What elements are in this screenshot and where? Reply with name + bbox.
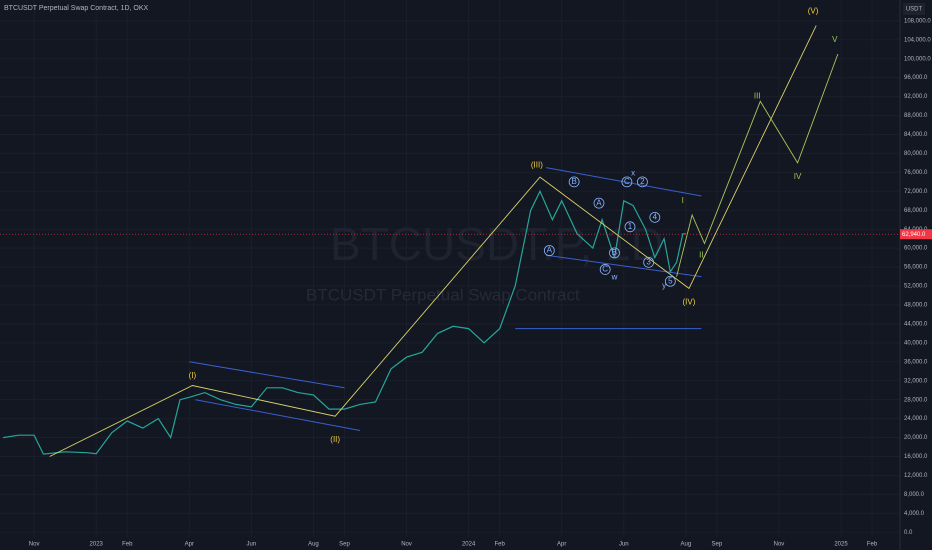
y-tick-label: 44,000.0 [904, 321, 928, 327]
y-tick-label: 24,000.0 [904, 416, 928, 422]
x-tick-label: Nov [774, 542, 785, 548]
x-tick-label: Feb [867, 542, 878, 548]
y-tick-label: 92,000.0 [904, 94, 928, 100]
y-tick-label: 68,000.0 [904, 208, 928, 214]
wave-label: 2 [640, 177, 645, 186]
wave-label: C [602, 265, 608, 274]
channel-line [546, 254, 702, 278]
y-tick-label: 60,000.0 [904, 246, 928, 252]
wave-circle [643, 256, 655, 268]
wave-label: (V) [808, 6, 819, 15]
x-tick-label: Nov [401, 542, 412, 548]
grid [0, 0, 900, 537]
y-tick-label: 8,000.0 [904, 492, 925, 498]
y-tick-label: 72,000.0 [904, 189, 928, 195]
y-tick-label: 16,000.0 [904, 454, 928, 460]
channel-line [546, 167, 702, 197]
y-tick-label: 76,000.0 [904, 170, 928, 176]
watermark: BTCUSDT.P, 1D [330, 218, 664, 270]
wave-circle [624, 221, 636, 233]
x-tick-label: 2024 [462, 542, 476, 548]
x-tick-label: Jun [247, 542, 257, 548]
wave-circle [568, 176, 580, 188]
y-tick-label: 48,000.0 [904, 303, 928, 309]
chart-title: BTCUSDT Perpetual Swap Contract, 1D, OKX [4, 5, 149, 12]
y-tick-label: 28,000.0 [904, 397, 928, 403]
x-tick-label: Apr [557, 542, 566, 548]
wave-label: B [612, 248, 617, 257]
y-tick-label: 108,000.0 [904, 18, 931, 24]
wave-label: V [832, 35, 838, 44]
wave-circle [637, 176, 648, 188]
y-tick-label: 32,000.0 [904, 378, 928, 384]
wave-line [676, 53, 839, 277]
last-price-label: 62,940.0 [902, 232, 926, 238]
y-tick-label: 12,000.0 [904, 473, 928, 479]
x-tick-label: 2023 [90, 542, 104, 548]
y-tick-label: 0.0 [904, 530, 913, 536]
x-tick-label: Feb [494, 542, 505, 548]
wave-circle [664, 275, 676, 287]
wave-label: II [699, 250, 703, 259]
currency-box[interactable] [903, 3, 925, 15]
wave-label: (III) [531, 160, 543, 169]
wave-circle [609, 247, 620, 259]
y-tick-label: 40,000.0 [904, 340, 928, 346]
wave-label: C [624, 177, 630, 186]
wave-label: 4 [653, 212, 658, 221]
wave-label: 5 [668, 276, 673, 285]
wave-label: y [662, 281, 666, 290]
wave-circle [621, 176, 633, 188]
wave-label: A [596, 198, 602, 207]
wave-label: IV [794, 172, 802, 181]
wave-label: B [571, 177, 576, 186]
wave-label: x [631, 168, 635, 177]
y-tick-label: 52,000.0 [904, 284, 928, 290]
wave-label: 3 [646, 257, 651, 266]
channel-line [189, 361, 345, 389]
y-tick-label: 56,000.0 [904, 265, 928, 271]
x-tick-label: Jun [619, 542, 629, 548]
x-tick-label: Sep [712, 542, 723, 548]
y-tick-label: 4,000.0 [904, 511, 925, 517]
wave-label: III [754, 92, 761, 101]
wave-label: (II) [330, 435, 340, 444]
x-tick-label: Sep [339, 542, 350, 548]
y-tick-label: 104,000.0 [904, 37, 931, 43]
wave-circle [543, 245, 555, 256]
wave-label: 1 [628, 222, 633, 231]
x-tick-label: 2025 [834, 542, 848, 548]
wave-line [49, 25, 817, 457]
wave-circle [593, 197, 605, 209]
wave-label: (I) [189, 371, 197, 380]
x-tick-label: Feb [122, 542, 133, 548]
last-price-box [900, 229, 932, 240]
y-tick-label: 80,000.0 [904, 151, 928, 157]
y-tick-label: 84,000.0 [904, 132, 928, 138]
x-tick-label: Apr [185, 542, 194, 548]
watermark-subtitle: BTCUSDT Perpetual Swap Contract [306, 285, 580, 304]
wave-circle [599, 264, 611, 275]
y-tick-label: 88,000.0 [904, 113, 928, 119]
y-tick-label: 36,000.0 [904, 359, 928, 365]
currency[interactable]: USDT [906, 7, 923, 13]
x-tick-label: Aug [308, 542, 319, 548]
wave-label: A [547, 246, 553, 255]
channel-line [195, 399, 361, 431]
x-tick-label: Aug [681, 542, 692, 548]
wave-circle [649, 211, 661, 223]
x-tick-label: Nov [29, 542, 40, 548]
wave-label: I [682, 196, 684, 205]
y-tick-label: 96,000.0 [904, 75, 928, 81]
y-tick-label: 100,000.0 [904, 56, 931, 62]
wave-label: w [611, 273, 618, 282]
wave-label: (IV) [683, 298, 696, 307]
price-line [3, 189, 686, 455]
y-tick-label: 20,000.0 [904, 435, 928, 441]
